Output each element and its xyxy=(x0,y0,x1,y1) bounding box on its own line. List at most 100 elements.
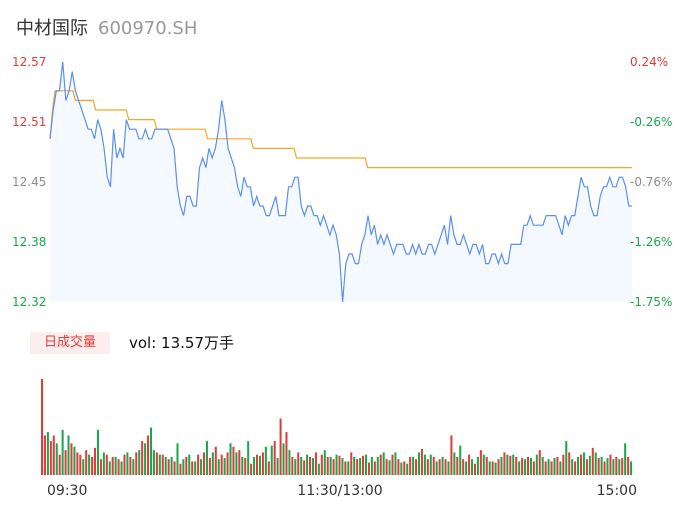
volume-bar xyxy=(270,445,273,475)
volume-bar xyxy=(415,459,418,475)
volume-bar xyxy=(149,427,153,475)
volume-bar xyxy=(88,454,91,475)
stock-name: 中材国际 xyxy=(16,18,88,39)
volume-bar xyxy=(420,449,423,475)
volume-bar xyxy=(232,446,235,475)
volume-bars xyxy=(41,378,633,475)
volume-bar xyxy=(350,452,353,475)
volume-bar xyxy=(473,463,476,475)
volume-bar xyxy=(73,446,76,475)
volume-bar xyxy=(58,454,61,475)
volume-bar xyxy=(191,461,194,475)
volume-bar xyxy=(314,452,317,475)
volume-bar xyxy=(441,456,444,475)
volume-bar xyxy=(615,456,618,475)
volume-bar xyxy=(535,454,538,475)
volume-bar xyxy=(521,458,524,475)
volume-bar xyxy=(241,456,244,475)
volume-bar xyxy=(571,459,574,475)
volume-bar xyxy=(630,461,633,475)
volume-bar xyxy=(288,450,291,475)
volume-bar xyxy=(338,455,341,475)
volume-bar xyxy=(152,450,155,475)
volume-bar xyxy=(211,452,214,475)
volume-bar xyxy=(600,456,603,475)
volume-bar xyxy=(170,456,173,475)
y-tick-right: -0.26% xyxy=(630,115,672,129)
volume-bar xyxy=(429,454,432,475)
volume-bar xyxy=(144,443,147,475)
volume-bar xyxy=(541,456,544,475)
volume-bar xyxy=(364,454,368,475)
volume-bar xyxy=(621,458,624,475)
volume-bar xyxy=(117,459,120,475)
volume-bar xyxy=(412,456,415,475)
volume-bar xyxy=(70,443,73,475)
volume-bar xyxy=(258,455,261,475)
volume-bar xyxy=(164,456,167,475)
volume-bar xyxy=(173,461,176,475)
volume-bar xyxy=(432,456,435,475)
volume-bar xyxy=(285,432,288,475)
volume-bar xyxy=(41,378,44,475)
volume-bar xyxy=(362,455,365,475)
volume-bar xyxy=(423,454,426,475)
volume-bar xyxy=(538,450,541,475)
volume-bar xyxy=(94,447,97,475)
volume-bar xyxy=(438,459,441,475)
volume-bar xyxy=(559,461,562,475)
volume-bar xyxy=(253,456,256,475)
volume-bar xyxy=(544,461,547,475)
volume-bar xyxy=(238,450,241,475)
volume-bar xyxy=(229,443,232,475)
volume-bar xyxy=(132,459,135,475)
volume-bar xyxy=(497,459,500,475)
volume-bar xyxy=(459,445,462,475)
volume-bar xyxy=(394,452,397,475)
volume-bar xyxy=(579,454,583,475)
volume-bar xyxy=(294,459,297,475)
volume-bar xyxy=(85,450,88,475)
volume-bar xyxy=(465,461,468,475)
volume-bar xyxy=(391,454,394,475)
volume-bar xyxy=(126,452,129,475)
volume-bar xyxy=(205,441,208,475)
volume-bar xyxy=(264,446,267,475)
volume-bar xyxy=(471,459,474,475)
volume-bar xyxy=(96,429,99,475)
volume-bar xyxy=(297,452,300,475)
volume-bar xyxy=(565,441,568,475)
volume-bar xyxy=(341,458,344,475)
volume-bar xyxy=(444,459,447,475)
volume-bar xyxy=(306,454,309,475)
volume-bar xyxy=(46,432,49,475)
volume-bar xyxy=(397,459,400,475)
volume-bar xyxy=(506,454,509,475)
volume-bar xyxy=(114,456,117,475)
stock-code: 600970.SH xyxy=(98,18,198,39)
volume-bar xyxy=(388,460,391,475)
volume-tab[interactable]: 日成交量 xyxy=(30,332,110,354)
volume-bar xyxy=(456,456,459,475)
volume-bar xyxy=(618,459,621,475)
y-tick-right: -1.75% xyxy=(630,295,672,309)
volume-bar xyxy=(476,456,479,475)
volume-bar xyxy=(108,461,111,475)
volume-bar xyxy=(450,435,453,475)
volume-bar xyxy=(250,463,253,475)
volume-bar xyxy=(129,456,132,475)
volume-bar xyxy=(353,456,356,475)
price-line xyxy=(49,61,632,303)
volume-bar xyxy=(550,461,553,475)
volume-bar xyxy=(247,441,250,475)
volume-bar xyxy=(223,458,226,475)
volume-bar xyxy=(317,463,320,475)
volume-bar xyxy=(574,461,577,475)
volume-bar xyxy=(161,454,164,475)
volume-bar xyxy=(244,458,247,475)
volume-bar xyxy=(226,452,229,475)
y-tick-right: -1.26% xyxy=(630,235,672,249)
volume-bar xyxy=(594,452,597,475)
volume-bar xyxy=(67,435,70,475)
stock-title: 中材国际 600970.SH xyxy=(16,14,197,40)
